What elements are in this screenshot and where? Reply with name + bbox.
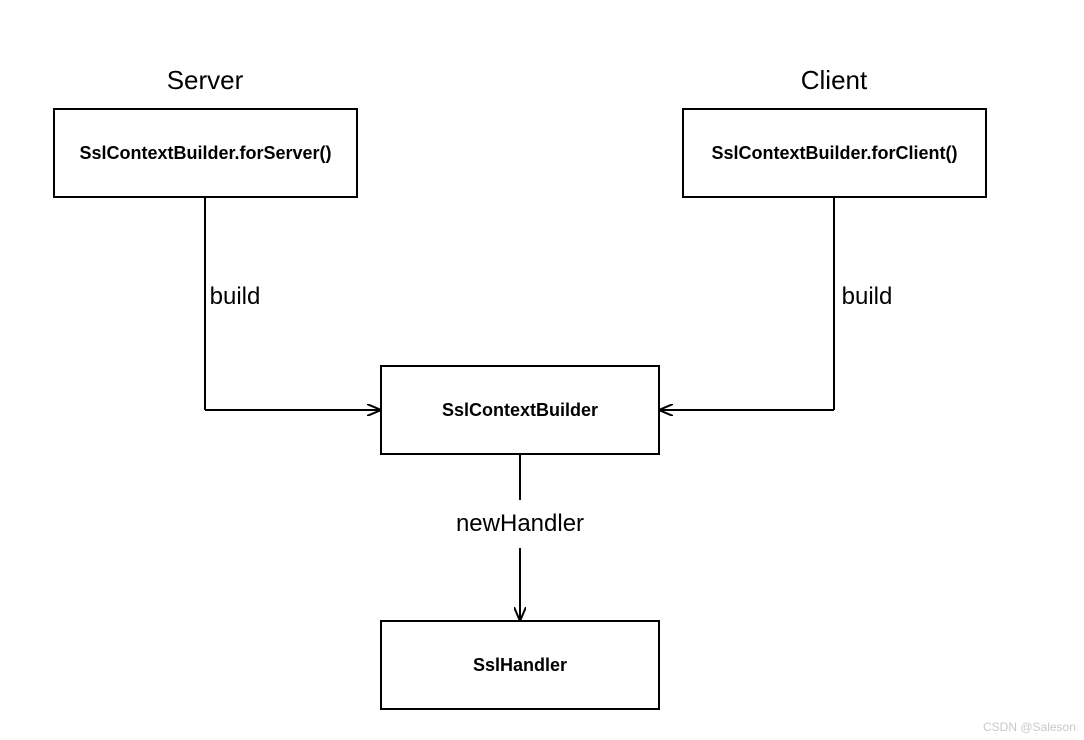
edge-label-newhandler: newHandler <box>456 510 584 538</box>
client-box-label: SslContextBuilder.forClient() <box>711 143 957 164</box>
edge-label-client-build: build <box>842 283 893 311</box>
server-box-label: SslContextBuilder.forServer() <box>79 143 331 164</box>
server-box: SslContextBuilder.forServer() <box>53 108 358 198</box>
edge-label-server-build: build <box>210 283 261 311</box>
client-box: SslContextBuilder.forClient() <box>682 108 987 198</box>
handler-box: SslHandler <box>380 620 660 710</box>
server-title: Server <box>167 65 244 96</box>
watermark-text: CSDN @Saleson <box>983 720 1076 734</box>
context-box: SslContextBuilder <box>380 365 660 455</box>
client-title: Client <box>801 65 867 96</box>
context-box-label: SslContextBuilder <box>442 400 598 421</box>
handler-box-label: SslHandler <box>473 655 567 676</box>
